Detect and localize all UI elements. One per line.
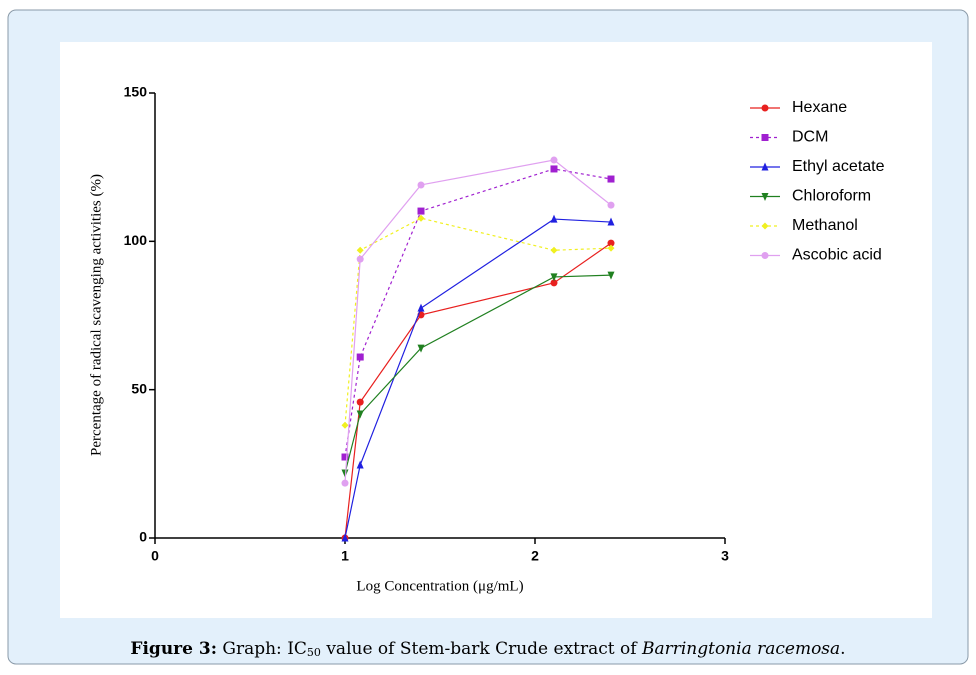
data-point: [607, 271, 615, 280]
data-point: [550, 273, 558, 282]
data-point: [607, 201, 615, 209]
legend-label: DCM: [792, 129, 828, 146]
x-tick-label: 3: [721, 548, 729, 564]
legend-label: Methanol: [792, 217, 858, 234]
data-point: [417, 214, 425, 222]
caption-label: Figure 3:: [130, 639, 217, 659]
legend-label: Hexane: [792, 99, 847, 116]
legend-label: Chloroform: [792, 188, 871, 205]
legend-label: Ethyl acetate: [792, 158, 885, 175]
data-point: [417, 207, 425, 215]
data-point: [341, 453, 349, 461]
data-point: [341, 479, 349, 487]
data-point: [417, 344, 425, 353]
data-point: [607, 244, 615, 252]
data-point: [607, 239, 615, 247]
data-point: [356, 460, 364, 469]
x-tick-label: 0: [151, 548, 159, 564]
data-point: [417, 303, 425, 312]
data-point: [550, 165, 558, 173]
caption-text: Graph: IC: [217, 639, 307, 659]
caption: Figure 3: Graph: IC50 value of Stem-bark…: [130, 639, 845, 660]
y-tick-label: 50: [131, 380, 147, 396]
data-point: [356, 398, 364, 406]
data-point: [356, 255, 364, 263]
data-point: [417, 181, 425, 189]
y-tick-label: 150: [124, 84, 148, 100]
data-point: [550, 246, 558, 254]
x-axis-label: Log Concentration (μg/mL): [356, 578, 523, 594]
legend-marker: [761, 252, 769, 259]
legend-marker: [761, 193, 769, 201]
x-tick-label: 1: [341, 548, 349, 564]
data-point: [550, 214, 558, 223]
legend-marker: [761, 134, 769, 141]
legend-marker: [761, 222, 769, 230]
y-tick-label: 100: [124, 232, 148, 248]
data-point: [607, 217, 615, 226]
caption-italic: Barringtonia racemosa: [641, 639, 840, 659]
data-point: [341, 421, 349, 429]
data-point: [356, 353, 364, 361]
chart-panel: [60, 42, 932, 618]
data-point: [607, 175, 615, 183]
legend-marker: [761, 104, 769, 112]
data-point: [550, 279, 558, 287]
x-tick-label: 2: [531, 548, 539, 564]
legend-marker: [761, 162, 769, 171]
caption-sub: 50: [307, 646, 321, 659]
legend-label: Ascobic acid: [792, 247, 882, 264]
data-point: [356, 246, 364, 254]
caption-text: value of Stem-bark Crude extract of: [321, 639, 642, 659]
y-tick-label: 0: [139, 529, 147, 545]
data-point: [550, 156, 558, 164]
caption-text: .: [840, 639, 845, 659]
data-point: [341, 533, 349, 542]
y-axis-label: Percentage of radical scavenging activit…: [88, 174, 104, 456]
data-point: [341, 469, 349, 478]
data-point: [356, 410, 364, 419]
